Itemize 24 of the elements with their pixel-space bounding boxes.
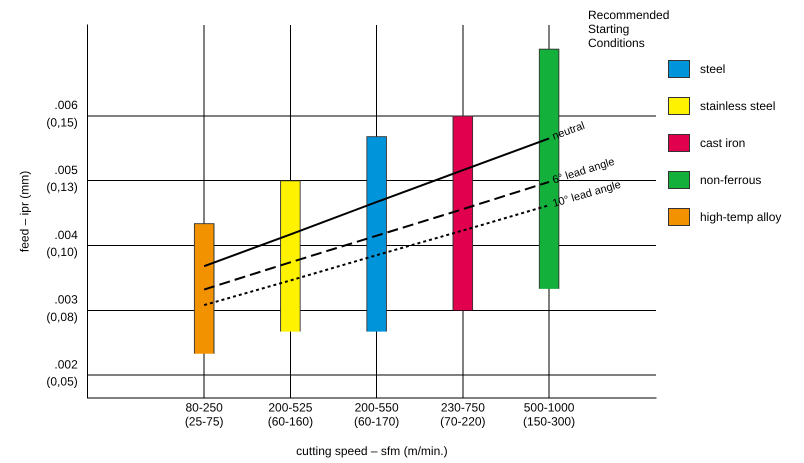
legend-label: stainless steel	[700, 99, 776, 113]
y-tick-label: (0,13)	[46, 180, 78, 194]
text: neutral	[550, 120, 586, 143]
y2-tick-label: .004	[54, 228, 78, 242]
legend-label: steel	[700, 62, 726, 76]
x-tick-label: 200-550 (60-170)	[354, 400, 400, 429]
y-tick-label: (0,08)	[46, 310, 78, 324]
x-axis-title: cutting speed – sfm (m/min.)	[296, 444, 448, 458]
x-tick-label: 200-525 (60-160)	[268, 400, 314, 429]
legend-label: non-ferrous	[700, 173, 762, 187]
y2-tick-label: .003	[54, 292, 78, 307]
y-tick-label: (0,15)	[46, 115, 78, 130]
x-tick-label: 500-1000 (150-300)	[523, 400, 576, 429]
y-tick-label: (0,05)	[46, 374, 78, 389]
y2-tick-label: .005	[54, 162, 78, 177]
x-tick-label: 230-750 (70-220)	[440, 400, 486, 429]
x-tick-label: 80-250 (25-75)	[184, 400, 224, 429]
y2-tick-label: .002	[54, 357, 78, 372]
legend-label: high-temp alloy	[700, 210, 782, 224]
legend-label: cast iron	[700, 136, 746, 150]
y-axis-title: feed – ipr (mm)	[18, 170, 32, 252]
y-tick-label: (0,10)	[46, 244, 78, 259]
y2-tick-label: .006	[54, 98, 78, 112]
legend-title: Recommended Starting Conditions	[588, 8, 670, 50]
